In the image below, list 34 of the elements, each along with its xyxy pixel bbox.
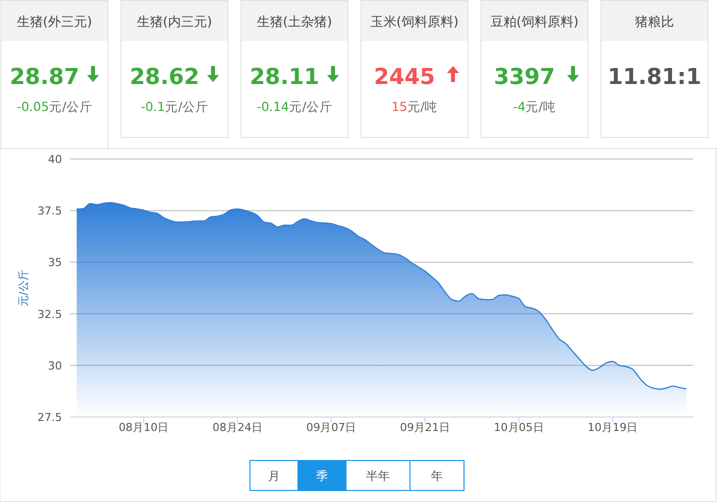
text: 28.62 [130, 65, 200, 90]
category-label: 玉米(饲料原料) [370, 15, 459, 30]
text: 2445 [374, 65, 436, 90]
text: 年 [431, 469, 443, 483]
y-tick-label: 40 [48, 153, 62, 166]
category-label: 生猪(内三元) [136, 15, 212, 30]
y-tick-label: 32.5 [38, 308, 62, 321]
x-tick-label: 10月19日 [588, 421, 638, 434]
text: 11.81:1 [608, 65, 702, 90]
text: 半年 [366, 469, 390, 483]
text: 月 [268, 469, 280, 483]
x-tick-label: 08月10日 [118, 421, 169, 434]
category-label: 生猪(土杂猪) [256, 15, 332, 30]
x-tick-label: 09月07日 [306, 421, 356, 434]
text: -0.05元/公斤 [16, 99, 92, 114]
y-axis-title: 元/公斤 [17, 270, 30, 306]
text: -4元/吨 [513, 99, 556, 114]
text: 3397 [494, 65, 556, 90]
category-label: 生猪(外三元) [16, 15, 92, 30]
text: -0.14元/公斤 [256, 99, 332, 114]
y-tick-label: 37.5 [38, 204, 62, 218]
y-tick-label: 30 [48, 359, 62, 372]
text: 28.87 [10, 65, 80, 90]
y-tick-label: 27.5 [38, 411, 62, 424]
x-tick-label: 09月21日 [400, 421, 450, 434]
text: 15元/吨 [391, 99, 438, 114]
category-label: 猪粮比 [635, 15, 674, 30]
x-tick-label: 10月05日 [494, 421, 544, 434]
text: -0.1元/公斤 [140, 99, 208, 114]
text: 28.11 [250, 65, 320, 90]
text: 季 [316, 469, 328, 483]
category-label: 豆粕(饲料原料) [490, 15, 579, 30]
x-tick-label: 08月24日 [212, 421, 262, 434]
y-tick-label: 35 [48, 256, 62, 270]
